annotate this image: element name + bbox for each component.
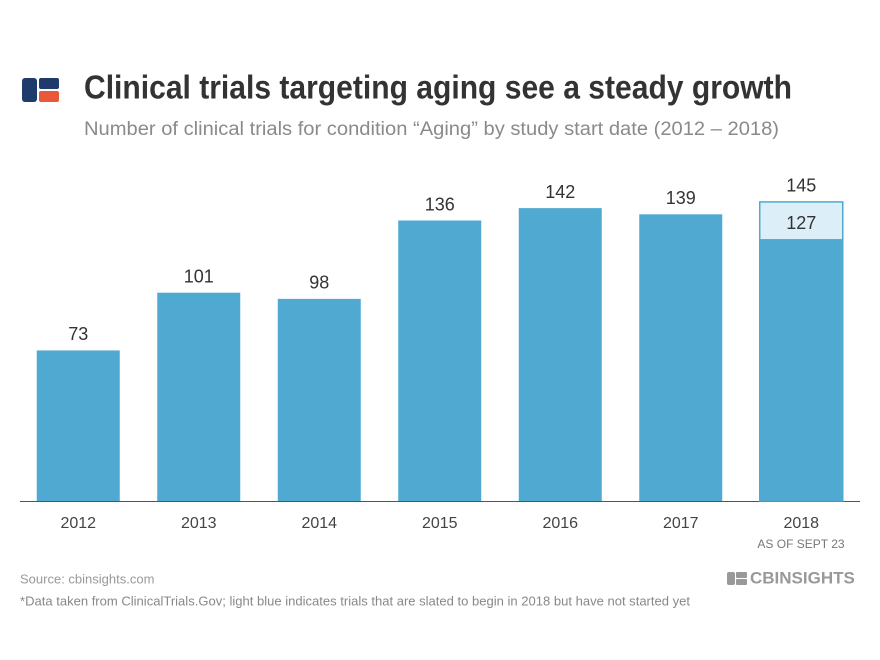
value-label: 73 (68, 324, 88, 344)
bar (36, 350, 120, 501)
category-note: AS OF SEPT 23 (757, 537, 844, 551)
x-tick-label: 2017 (663, 515, 699, 532)
x-tick-label: 2018 (783, 515, 819, 532)
chart-subtitle: Number of clinical trials for condition … (84, 119, 779, 140)
value-label: 136 (425, 194, 455, 214)
x-tick-label: 2016 (542, 515, 578, 532)
bar (157, 292, 241, 501)
value-label: 145 (786, 176, 816, 196)
footnote: *Data taken from ClinicalTrials.Gov; lig… (20, 593, 690, 608)
value-label: 101 (184, 266, 214, 286)
brand: CBINSIGHTS (750, 568, 855, 587)
value-label: 139 (666, 188, 696, 208)
chart-title: Clinical trials targeting aging see a st… (84, 69, 792, 106)
value-label: 98 (309, 273, 329, 293)
bar (518, 208, 602, 501)
logo-icon (22, 78, 59, 102)
x-tick-label: 2015 (422, 515, 458, 532)
x-tick-label: 2012 (60, 515, 96, 532)
brand-logo: CBINSIGHTS (727, 568, 855, 587)
value-label: 127 (786, 213, 816, 233)
bar (398, 220, 482, 501)
bar (639, 214, 723, 501)
bar (759, 239, 843, 501)
value-label: 142 (545, 182, 575, 202)
source: Source: cbinsights.com (20, 571, 154, 586)
x-tick-label: 2014 (301, 515, 337, 532)
x-tick-label: 2013 (181, 515, 217, 532)
bar (277, 298, 361, 501)
